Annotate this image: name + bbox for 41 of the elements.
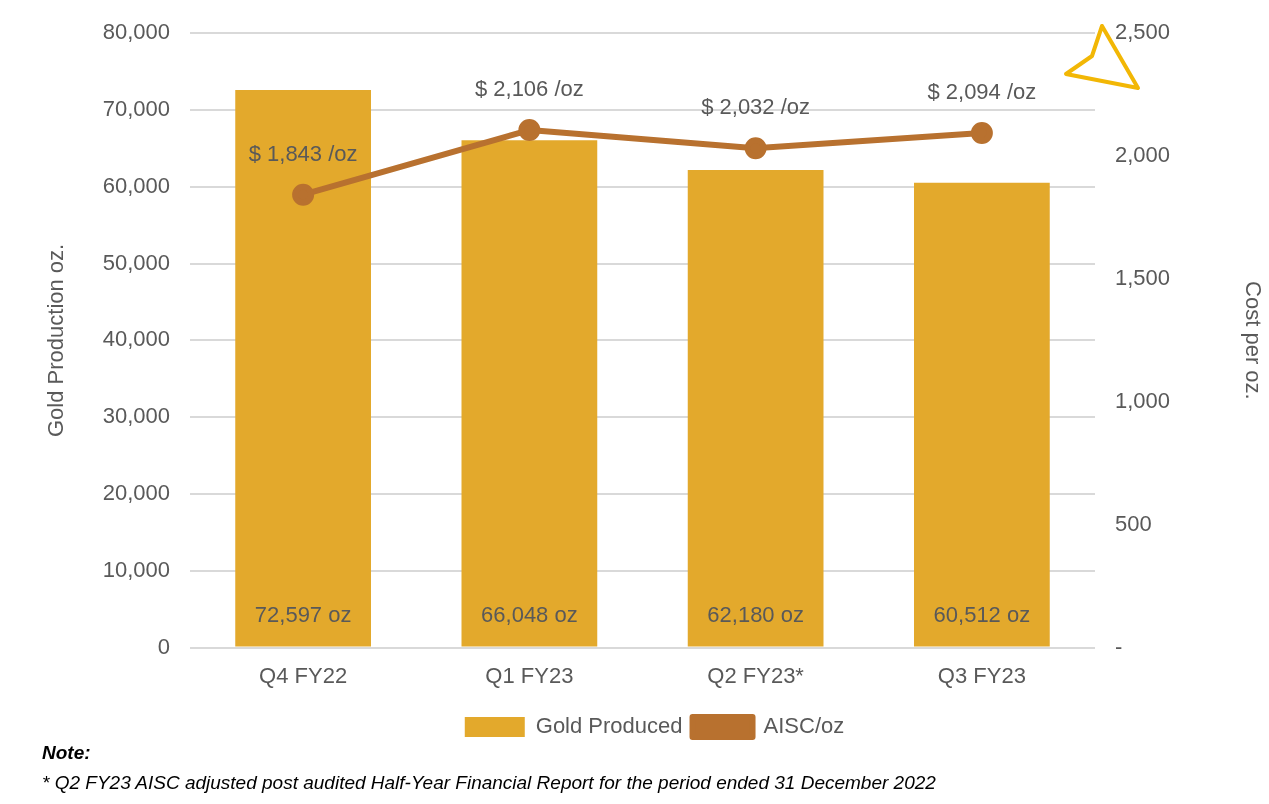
y2-axis-title: Cost per oz. (1240, 281, 1266, 400)
data-label: $ 2,094 /oz (927, 79, 1037, 105)
y2-tick-label: 2,000 (1115, 142, 1171, 168)
y-tick-label: 40,000 (102, 326, 170, 352)
y-tick-label: 20,000 (102, 480, 170, 506)
bar (235, 90, 371, 647)
point (744, 137, 767, 160)
data-label: $ 2,106 /oz (474, 76, 584, 102)
y-tick-label: 0 (157, 633, 170, 659)
x-tick-label: Q4 FY22 (259, 662, 348, 688)
y2-tick-label: 1,500 (1115, 265, 1171, 291)
y-tick-label: 60,000 (102, 172, 170, 198)
text: Note: (42, 741, 92, 765)
data-label: 60,512 oz (933, 601, 1031, 627)
bar (461, 140, 598, 647)
y-axis-title: Gold Production oz. (43, 243, 69, 438)
point (518, 119, 541, 142)
y-tick-label: 70,000 (102, 96, 170, 122)
data-label: 62,180 oz (707, 601, 804, 627)
y-tick-label: 10,000 (102, 556, 170, 582)
bar (914, 182, 1050, 647)
point (292, 183, 315, 206)
y2-tick-label: - (1115, 633, 1123, 659)
data-label: $ 2,032 /oz (701, 94, 811, 120)
bar (687, 170, 824, 647)
y-tick-label: 80,000 (102, 19, 170, 45)
y-tick-label: 30,000 (102, 403, 170, 429)
y2-tick-label: 1,000 (1115, 387, 1171, 413)
data-label: 72,597 oz (254, 601, 352, 627)
legend-label: AISC/oz (763, 713, 845, 739)
x-tick-label: Q3 FY23 (937, 662, 1026, 688)
point (970, 121, 993, 144)
data-label: $ 1,843 /oz (248, 140, 358, 166)
legend-label: Gold Produced (535, 713, 683, 739)
y2-tick-label: 2,500 (1115, 19, 1171, 45)
y2-tick-label: 500 (1115, 510, 1152, 536)
data-label: 66,048 oz (481, 601, 578, 627)
y-tick-label: 50,000 (102, 249, 170, 275)
text: * Q2 FY23 AISC adjusted post audited Half-Year Financial Report for the period ended 31 December 2022 (42, 771, 936, 795)
x-tick-label: Q1 FY23 (485, 662, 574, 688)
x-tick-label: Q2 FY23* (707, 662, 805, 688)
